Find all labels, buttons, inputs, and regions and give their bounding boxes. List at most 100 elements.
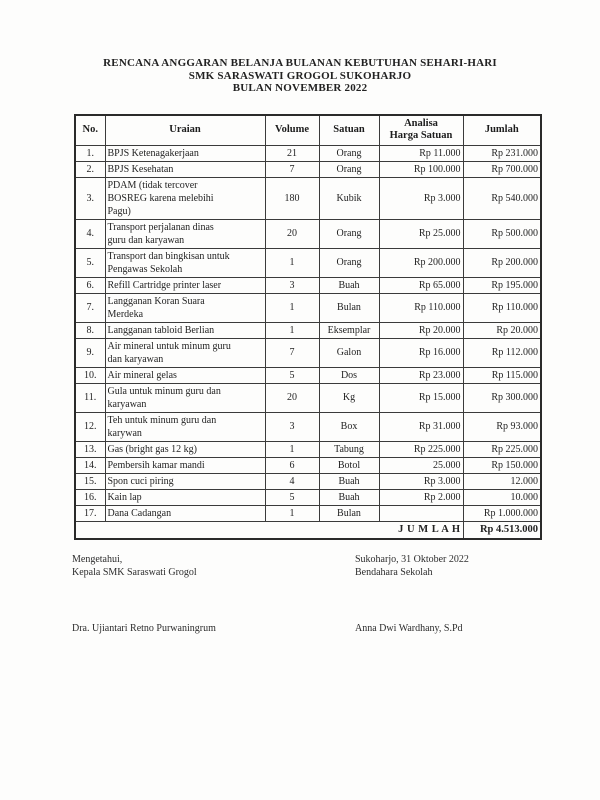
table-row: 14. Pembersih kamar mandi 6 Botol 25.000… <box>74 456 542 474</box>
row-unit-price: Rp 25.000 <box>378 218 464 249</box>
treasurer-title: Bendahara Sekolah <box>355 566 433 578</box>
row-description: Spon cuci piring <box>104 472 266 490</box>
row-number: 13. <box>74 440 106 458</box>
row-number: 12. <box>74 411 106 442</box>
row-volume: 5 <box>264 366 320 384</box>
place-date: Sukoharjo, 31 Oktober 2022 <box>355 554 469 565</box>
principal-title: Kepala SMK Saraswati Grogol <box>72 566 197 578</box>
row-unit-price: Rp 16.000 <box>378 337 464 368</box>
row-number: 4. <box>74 218 106 249</box>
row-unit: Tabung <box>318 440 380 458</box>
total-label: J U M L A H <box>74 520 464 540</box>
row-volume: 180 <box>264 176 320 220</box>
row-unit: Orang <box>318 247 380 278</box>
document-title: RENCANA ANGGARAN BELANJA BULANAN KEBUTUH… <box>0 0 600 95</box>
row-volume: 20 <box>264 382 320 413</box>
row-number: 17. <box>74 504 106 522</box>
row-volume: 1 <box>264 504 320 522</box>
row-unit: Botol <box>318 456 380 474</box>
table-row: 2. BPJS Kesehatan 7 Orang Rp 100.000 Rp … <box>74 160 542 178</box>
row-volume: 1 <box>264 440 320 458</box>
row-number: 15. <box>74 472 106 490</box>
title-line-2: SMK SARASWATI GROGOL SUKOHARJO <box>188 69 412 82</box>
row-total: Rp 540.000 <box>462 176 542 220</box>
row-unit-price: Rp 3.000 <box>378 472 464 490</box>
header-no: No. <box>74 114 106 146</box>
row-total: Rp 1.000.000 <box>462 504 542 522</box>
row-description: Transport perjalanan dinas guru dan kary… <box>104 218 266 249</box>
row-volume: 1 <box>264 321 320 339</box>
row-number: 11. <box>74 382 106 413</box>
row-unit-price: Rp 31.000 <box>378 411 464 442</box>
row-total: Rp 300.000 <box>462 382 542 413</box>
acknowledgement-label: Mengetahui, <box>72 554 123 565</box>
row-description: Transport dan bingkisan untuk Pengawas S… <box>104 247 266 278</box>
table-row: 5. Transport dan bingkisan untuk Pengawa… <box>74 247 542 278</box>
total-value: Rp 4.513.000 <box>462 520 542 540</box>
table-row: 15. Spon cuci piring 4 Buah Rp 3.000 12.… <box>74 472 542 490</box>
row-volume: 6 <box>264 456 320 474</box>
title-line-3: BULAN NOVEMBER 2022 <box>232 82 368 94</box>
table-row: 4. Transport perjalanan dinas guru dan k… <box>74 218 542 249</box>
row-description: Dana Cadangan <box>104 504 266 522</box>
row-total: Rp 93.000 <box>462 411 542 442</box>
row-description: Air mineral gelas <box>104 366 266 384</box>
row-description: Gas (bright gas 12 kg) <box>104 440 266 458</box>
table-row: 16. Kain lap 5 Buah Rp 2.000 10.000 <box>74 488 542 506</box>
header-volume: Volume <box>264 114 320 146</box>
row-description: Kain lap <box>104 488 266 506</box>
row-volume: 1 <box>264 292 320 323</box>
row-total: 10.000 <box>462 488 542 506</box>
row-number: 7. <box>74 292 106 323</box>
budget-table: No. Uraian Volume Satuan Analisa Harga S… <box>74 113 542 540</box>
row-number: 10. <box>74 366 106 384</box>
table-row: 6. Refill Cartridge printer laser 3 Buah… <box>74 276 542 294</box>
title-line-1: RENCANA ANGGARAN BELANJA BULANAN KEBUTUH… <box>103 57 497 69</box>
row-number: 1. <box>74 144 106 162</box>
table-row: 10. Air mineral gelas 5 Dos Rp 23.000 Rp… <box>74 366 542 384</box>
row-unit: Galon <box>318 337 380 368</box>
row-volume: 7 <box>264 337 320 368</box>
row-description: Gula untuk minum guru dan karyawan <box>104 382 266 413</box>
row-unit-price: Rp 200.000 <box>378 247 464 278</box>
row-volume: 7 <box>264 160 320 178</box>
row-unit: Bulan <box>318 292 380 323</box>
table-row: 11. Gula untuk minum guru dan karyawan 2… <box>74 382 542 413</box>
row-unit: Orang <box>318 144 380 162</box>
row-description: Teh untuk minum guru dan karywan <box>104 411 266 442</box>
row-unit: Dos <box>318 366 380 384</box>
row-total: Rp 115.000 <box>462 366 542 384</box>
total-row: J U M L A H Rp 4.513.000 <box>74 520 542 540</box>
row-total: Rp 110.000 <box>462 292 542 323</box>
row-total: Rp 195.000 <box>462 276 542 294</box>
header-analisa-harga-satuan: Analisa Harga Satuan <box>378 114 464 146</box>
row-description: PDAM (tidak tercover BOSREG karena meleb… <box>104 176 266 220</box>
row-description: Pembersih kamar mandi <box>104 456 266 474</box>
row-description: BPJS Kesehatan <box>104 160 266 178</box>
row-volume: 21 <box>264 144 320 162</box>
signature-block: Mengetahui, Kepala SMK Saraswati Grogol … <box>72 554 542 636</box>
row-unit: Kg <box>318 382 380 413</box>
table-row: 7. Langganan Koran Suara Merdeka 1 Bulan… <box>74 292 542 323</box>
signature-right: Sukoharjo, 31 Oktober 2022 Bendahara Sek… <box>355 554 542 636</box>
row-number: 9. <box>74 337 106 368</box>
table-row: 3. PDAM (tidak tercover BOSREG karena me… <box>74 176 542 220</box>
row-total: Rp 150.000 <box>462 456 542 474</box>
row-number: 6. <box>74 276 106 294</box>
row-total: Rp 225.000 <box>462 440 542 458</box>
row-total: 12.000 <box>462 472 542 490</box>
header-satuan: Satuan <box>318 114 380 146</box>
row-number: 16. <box>74 488 106 506</box>
row-unit: Orang <box>318 160 380 178</box>
row-number: 2. <box>74 160 106 178</box>
signature-left: Mengetahui, Kepala SMK Saraswati Grogol … <box>72 554 355 636</box>
budget-table-wrap: No. Uraian Volume Satuan Analisa Harga S… <box>74 113 542 540</box>
row-description: Langganan tabloid Berlian <box>104 321 266 339</box>
table-row: 1. BPJS Ketenagakerjaan 21 Orang Rp 11.0… <box>74 144 542 162</box>
row-description: BPJS Ketenagakerjaan <box>104 144 266 162</box>
row-volume: 20 <box>264 218 320 249</box>
row-unit-price <box>378 504 464 522</box>
row-volume: 5 <box>264 488 320 506</box>
row-unit-price: Rp 15.000 <box>378 382 464 413</box>
row-unit: Kubik <box>318 176 380 220</box>
